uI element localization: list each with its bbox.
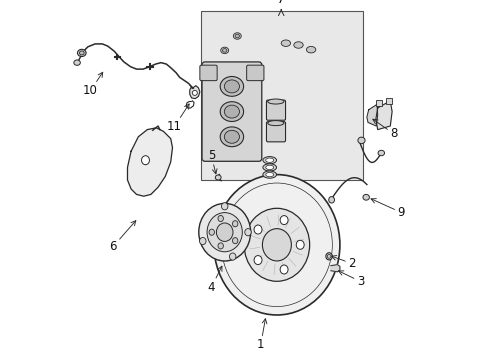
Ellipse shape bbox=[74, 60, 80, 66]
FancyBboxPatch shape bbox=[266, 100, 285, 120]
Bar bbox=[375, 100, 381, 106]
Ellipse shape bbox=[216, 223, 232, 242]
Ellipse shape bbox=[265, 158, 273, 162]
Ellipse shape bbox=[79, 51, 84, 55]
Ellipse shape bbox=[224, 130, 239, 143]
Ellipse shape bbox=[280, 216, 287, 225]
Polygon shape bbox=[330, 265, 339, 272]
Ellipse shape bbox=[232, 238, 237, 244]
Ellipse shape bbox=[229, 253, 235, 260]
Text: 7: 7 bbox=[277, 0, 285, 6]
Polygon shape bbox=[127, 128, 172, 196]
Ellipse shape bbox=[213, 175, 339, 315]
Polygon shape bbox=[375, 101, 391, 130]
Ellipse shape bbox=[220, 77, 243, 96]
Text: 6: 6 bbox=[109, 221, 136, 253]
Ellipse shape bbox=[199, 203, 250, 261]
Ellipse shape bbox=[218, 215, 223, 221]
Ellipse shape bbox=[254, 256, 262, 265]
Text: 9: 9 bbox=[370, 199, 404, 219]
Ellipse shape bbox=[220, 102, 243, 122]
Ellipse shape bbox=[296, 240, 304, 249]
Ellipse shape bbox=[281, 40, 290, 46]
FancyBboxPatch shape bbox=[246, 65, 264, 81]
Ellipse shape bbox=[263, 157, 276, 164]
Ellipse shape bbox=[325, 253, 332, 260]
Ellipse shape bbox=[262, 229, 291, 261]
Ellipse shape bbox=[293, 42, 303, 48]
Ellipse shape bbox=[224, 80, 239, 93]
Text: 10: 10 bbox=[83, 72, 102, 97]
Ellipse shape bbox=[263, 171, 276, 178]
Text: 3: 3 bbox=[338, 271, 364, 288]
Ellipse shape bbox=[306, 46, 315, 53]
Ellipse shape bbox=[222, 49, 226, 52]
Ellipse shape bbox=[220, 127, 243, 147]
Ellipse shape bbox=[206, 213, 242, 252]
Ellipse shape bbox=[232, 221, 237, 227]
Text: 1: 1 bbox=[256, 319, 266, 351]
Ellipse shape bbox=[208, 229, 214, 235]
Ellipse shape bbox=[357, 137, 365, 144]
Text: 2: 2 bbox=[331, 256, 355, 270]
Ellipse shape bbox=[265, 165, 273, 170]
Text: 4: 4 bbox=[207, 266, 222, 294]
Ellipse shape bbox=[220, 47, 228, 54]
Ellipse shape bbox=[244, 208, 309, 281]
Ellipse shape bbox=[377, 150, 384, 156]
Text: 8: 8 bbox=[372, 119, 397, 140]
Ellipse shape bbox=[224, 105, 239, 118]
Polygon shape bbox=[189, 86, 200, 99]
Ellipse shape bbox=[263, 164, 276, 171]
Ellipse shape bbox=[192, 90, 197, 95]
Ellipse shape bbox=[218, 243, 223, 249]
Ellipse shape bbox=[328, 197, 334, 203]
Ellipse shape bbox=[244, 229, 251, 236]
Ellipse shape bbox=[233, 33, 241, 39]
Ellipse shape bbox=[199, 238, 205, 245]
Ellipse shape bbox=[265, 172, 273, 177]
Ellipse shape bbox=[267, 99, 284, 104]
Ellipse shape bbox=[280, 265, 287, 274]
Ellipse shape bbox=[215, 175, 221, 180]
Text: 5: 5 bbox=[207, 149, 217, 174]
Ellipse shape bbox=[362, 194, 368, 200]
FancyBboxPatch shape bbox=[202, 62, 261, 161]
Ellipse shape bbox=[235, 34, 239, 38]
Ellipse shape bbox=[77, 49, 86, 57]
Bar bbox=[386, 98, 391, 104]
Polygon shape bbox=[366, 104, 377, 126]
Text: 11: 11 bbox=[166, 104, 189, 133]
Ellipse shape bbox=[221, 183, 332, 307]
Ellipse shape bbox=[141, 156, 149, 165]
Ellipse shape bbox=[326, 254, 330, 258]
Ellipse shape bbox=[267, 121, 284, 126]
Bar bbox=[201, 11, 363, 180]
Ellipse shape bbox=[221, 203, 227, 210]
FancyBboxPatch shape bbox=[266, 122, 285, 142]
Ellipse shape bbox=[254, 225, 262, 234]
FancyBboxPatch shape bbox=[200, 65, 217, 81]
